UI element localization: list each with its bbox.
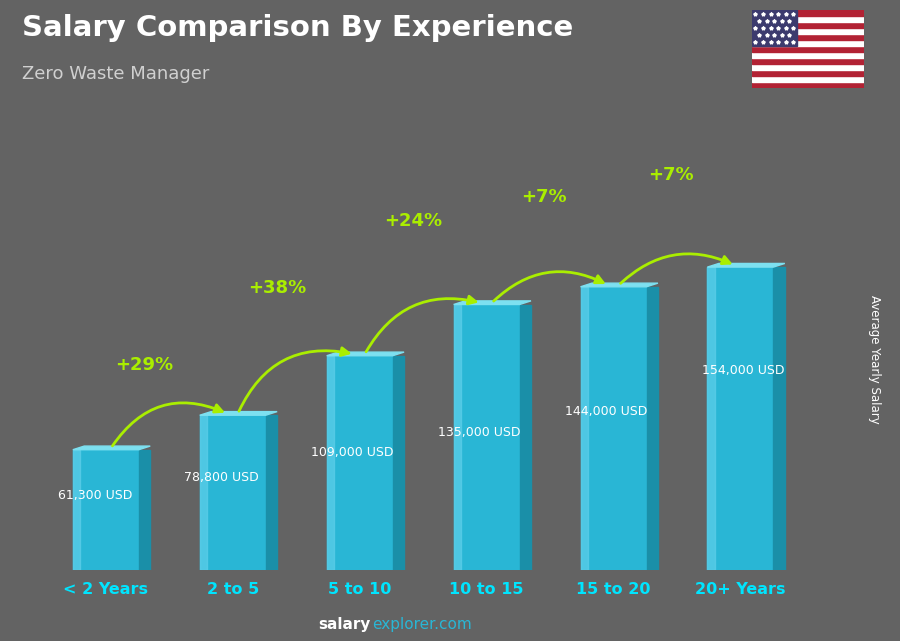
Polygon shape [646, 287, 658, 570]
Bar [752, 28, 864, 35]
Bar [752, 46, 864, 53]
Bar [752, 22, 864, 28]
Text: +29%: +29% [115, 356, 173, 374]
Polygon shape [327, 356, 334, 570]
Bar [580, 287, 646, 570]
Text: +7%: +7% [648, 165, 693, 184]
Text: 144,000 USD: 144,000 USD [565, 405, 648, 418]
Text: +24%: +24% [384, 212, 442, 230]
Text: 78,800 USD: 78,800 USD [184, 471, 259, 484]
Polygon shape [200, 412, 277, 415]
Bar [327, 356, 392, 570]
Polygon shape [200, 415, 207, 570]
Bar [752, 71, 864, 76]
Text: Average Yearly Salary: Average Yearly Salary [868, 295, 881, 423]
Bar [752, 64, 864, 71]
Text: Zero Waste Manager: Zero Waste Manager [22, 65, 210, 83]
Bar [752, 76, 864, 83]
Text: Salary Comparison By Experience: Salary Comparison By Experience [22, 14, 574, 42]
Bar [752, 83, 864, 88]
Bar [752, 58, 864, 64]
Polygon shape [707, 263, 785, 267]
Text: explorer.com: explorer.com [373, 617, 472, 633]
Bar [200, 415, 266, 570]
Bar [752, 16, 864, 22]
Bar [752, 35, 864, 40]
Text: salary: salary [319, 617, 371, 633]
Text: 61,300 USD: 61,300 USD [58, 489, 132, 502]
Polygon shape [73, 446, 150, 450]
Text: 154,000 USD: 154,000 USD [702, 363, 785, 377]
Polygon shape [139, 450, 150, 570]
Polygon shape [580, 287, 588, 570]
Text: +38%: +38% [248, 279, 306, 297]
Polygon shape [707, 267, 715, 570]
Text: +7%: +7% [521, 188, 566, 206]
Text: 135,000 USD: 135,000 USD [438, 426, 521, 438]
Bar [707, 267, 773, 570]
Polygon shape [73, 450, 80, 570]
Polygon shape [773, 267, 785, 570]
Bar [752, 40, 864, 46]
Polygon shape [266, 415, 277, 570]
Polygon shape [454, 304, 461, 570]
Bar [752, 53, 864, 58]
Bar [454, 304, 519, 570]
Polygon shape [580, 283, 658, 287]
Bar [73, 450, 139, 570]
Bar [752, 10, 796, 46]
Polygon shape [454, 301, 531, 304]
Bar [752, 10, 864, 16]
Polygon shape [392, 356, 404, 570]
Polygon shape [519, 304, 531, 570]
Polygon shape [327, 352, 404, 356]
Text: 109,000 USD: 109,000 USD [311, 446, 394, 459]
